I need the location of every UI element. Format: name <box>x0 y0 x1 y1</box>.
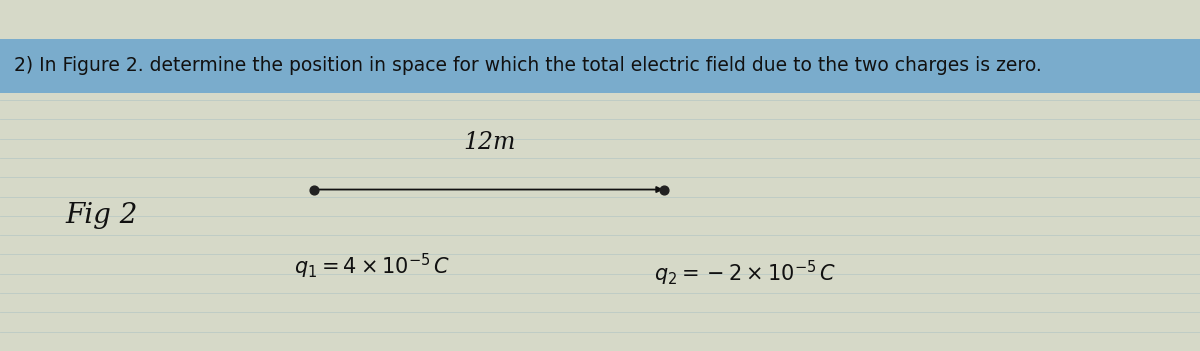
Text: $q_2 = -2\times10^{-5}\, C$: $q_2 = -2\times10^{-5}\, C$ <box>654 259 836 289</box>
Point <box>654 187 673 192</box>
Bar <box>0 39 1200 93</box>
Text: $q_1 = 4\times10^{-5}\, C$: $q_1 = 4\times10^{-5}\, C$ <box>294 252 450 282</box>
Text: 2) In Figure 2. determine the position in space for which the total electric fie: 2) In Figure 2. determine the position i… <box>14 56 1042 75</box>
Point <box>305 187 324 192</box>
Text: 12m: 12m <box>463 131 516 154</box>
Text: Fig 2: Fig 2 <box>66 203 138 229</box>
